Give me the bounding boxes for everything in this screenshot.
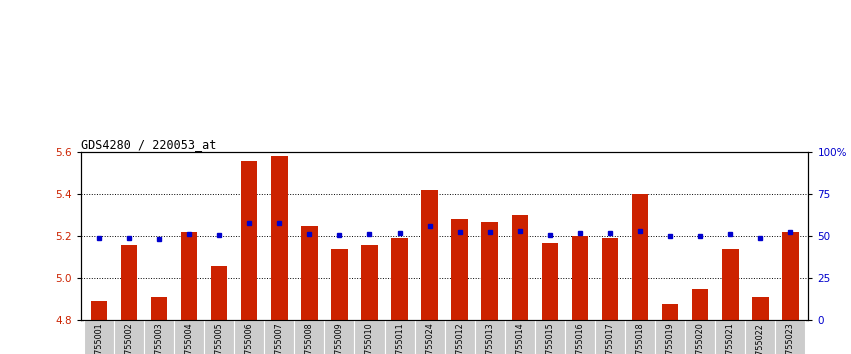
Text: GSM755014: GSM755014 <box>516 322 524 354</box>
Bar <box>775 320 805 354</box>
Text: GSM755022: GSM755022 <box>756 322 765 354</box>
Bar <box>511 215 528 320</box>
Bar <box>752 297 768 320</box>
Bar <box>211 266 227 320</box>
Bar <box>595 320 625 354</box>
Bar <box>385 320 414 354</box>
Bar <box>90 302 107 320</box>
Text: GSM755001: GSM755001 <box>94 322 103 354</box>
Bar <box>241 161 258 320</box>
Bar <box>602 238 619 320</box>
Bar <box>745 320 775 354</box>
Text: GSM755021: GSM755021 <box>726 322 734 354</box>
Bar <box>782 232 799 320</box>
Text: GSM755023: GSM755023 <box>786 322 795 354</box>
Bar <box>265 320 294 354</box>
Text: GSM755010: GSM755010 <box>365 322 374 354</box>
Bar <box>541 242 558 320</box>
Bar <box>151 297 168 320</box>
Text: GSM755015: GSM755015 <box>545 322 554 354</box>
Text: GSM755016: GSM755016 <box>575 322 585 354</box>
Text: GSM755005: GSM755005 <box>214 322 224 354</box>
Bar <box>331 249 348 320</box>
Text: GSM755018: GSM755018 <box>636 322 644 354</box>
Bar <box>324 320 355 354</box>
Text: GSM755019: GSM755019 <box>665 322 675 354</box>
Bar <box>355 320 385 354</box>
Bar <box>271 156 288 320</box>
Text: GSM755020: GSM755020 <box>696 322 705 354</box>
Bar <box>301 226 317 320</box>
Text: GSM755003: GSM755003 <box>155 322 163 354</box>
Text: GSM755013: GSM755013 <box>485 322 494 354</box>
Bar <box>565 320 595 354</box>
Bar <box>361 245 378 320</box>
Text: GSM755009: GSM755009 <box>335 322 344 354</box>
Text: GSM755004: GSM755004 <box>185 322 193 354</box>
Text: GSM755007: GSM755007 <box>275 322 283 354</box>
Bar <box>180 232 197 320</box>
Bar <box>444 320 475 354</box>
Bar <box>144 320 174 354</box>
Bar <box>451 219 468 320</box>
Bar <box>174 320 204 354</box>
Bar <box>204 320 234 354</box>
Text: GSM755012: GSM755012 <box>455 322 464 354</box>
Bar <box>391 238 408 320</box>
Bar <box>482 222 498 320</box>
Text: GSM755002: GSM755002 <box>124 322 134 354</box>
Bar <box>414 320 444 354</box>
Bar <box>421 190 438 320</box>
Bar <box>294 320 324 354</box>
Bar <box>692 289 709 320</box>
Text: GSM755008: GSM755008 <box>305 322 314 354</box>
Bar <box>625 320 655 354</box>
Text: GDS4280 / 220053_at: GDS4280 / 220053_at <box>81 138 216 151</box>
Bar <box>114 320 144 354</box>
Bar <box>234 320 265 354</box>
Text: GSM755017: GSM755017 <box>606 322 614 354</box>
Text: GSM755006: GSM755006 <box>245 322 254 354</box>
Bar <box>121 245 137 320</box>
Bar <box>84 320 114 354</box>
Bar <box>655 320 685 354</box>
Text: GSM755011: GSM755011 <box>395 322 404 354</box>
Bar <box>722 249 739 320</box>
Bar <box>685 320 715 354</box>
Bar <box>505 320 534 354</box>
Bar <box>475 320 505 354</box>
Bar <box>572 236 588 320</box>
Bar <box>715 320 745 354</box>
Bar <box>631 194 648 320</box>
Text: GSM755024: GSM755024 <box>426 322 434 354</box>
Bar <box>534 320 565 354</box>
Bar <box>662 303 678 320</box>
